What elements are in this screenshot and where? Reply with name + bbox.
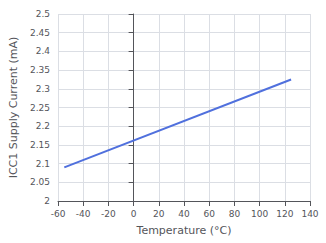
svg-text:60: 60: [203, 209, 215, 219]
svg-text:-60: -60: [51, 209, 66, 219]
svg-text:100: 100: [251, 209, 268, 219]
svg-text:2.35: 2.35: [30, 65, 50, 75]
svg-text:80: 80: [229, 209, 241, 219]
svg-text:-40: -40: [76, 209, 91, 219]
svg-text:40: 40: [178, 209, 190, 219]
svg-text:2: 2: [44, 196, 50, 206]
svg-text:20: 20: [153, 209, 165, 219]
svg-text:2.3: 2.3: [36, 84, 50, 94]
svg-text:-20: -20: [101, 209, 116, 219]
svg-text:2.4: 2.4: [36, 46, 51, 56]
svg-text:2.25: 2.25: [30, 103, 50, 113]
svg-text:2.05: 2.05: [30, 177, 50, 187]
svg-text:140: 140: [301, 209, 318, 219]
svg-text:2.5: 2.5: [36, 9, 50, 19]
svg-text:2.1: 2.1: [36, 159, 50, 169]
svg-text:120: 120: [276, 209, 293, 219]
svg-text:2.45: 2.45: [30, 28, 50, 38]
svg-text:ICC1 Supply Current (mA): ICC1 Supply Current (mA): [7, 37, 20, 179]
svg-text:0: 0: [131, 209, 137, 219]
svg-text:2.15: 2.15: [30, 140, 50, 150]
svg-text:Temperature (°C): Temperature (°C): [136, 224, 232, 237]
svg-text:2.2: 2.2: [36, 121, 50, 131]
